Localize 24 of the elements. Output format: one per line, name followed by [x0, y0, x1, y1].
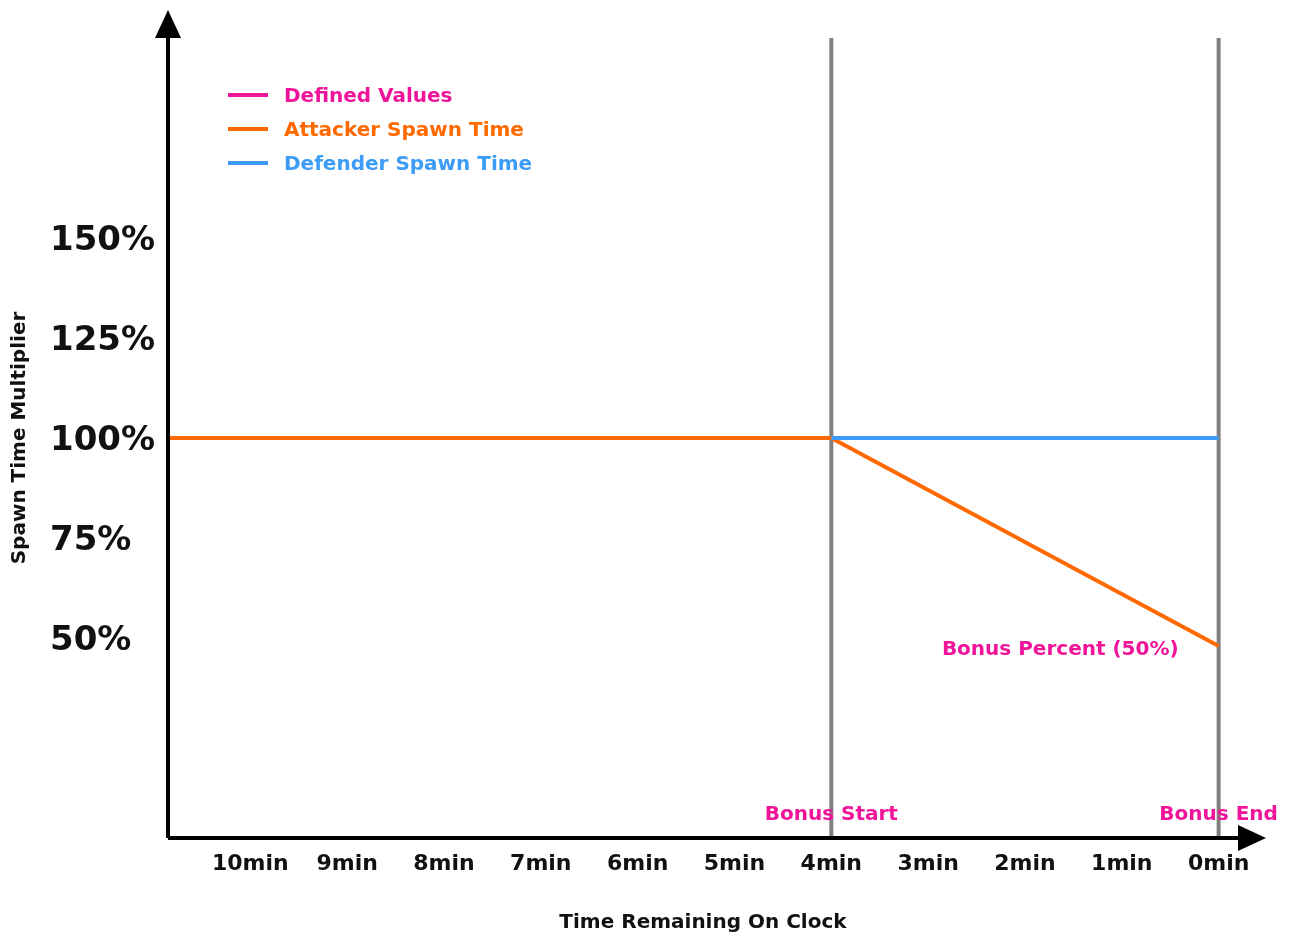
legend-label: Defender Spawn Time: [284, 151, 533, 175]
ref-line-label: Bonus Start: [764, 801, 899, 825]
y-tick-label: 50%: [50, 618, 132, 659]
y-tick-label: 125%: [50, 318, 156, 359]
legend-label: Defined Values: [284, 83, 453, 107]
x-tick-label: 5min: [703, 849, 766, 875]
x-tick-label: 6min: [606, 849, 669, 875]
x-tick-label: 1min: [1091, 849, 1153, 875]
legend-label: Attacker Spawn Time: [284, 117, 524, 141]
y-tick-label: 100%: [50, 418, 156, 459]
x-tick-label: 4min: [800, 849, 863, 875]
x-tick-label: 2min: [994, 849, 1056, 875]
y-axis-title: Spawn Time Multiplier: [6, 311, 31, 565]
x-tick-label: 10min: [211, 849, 289, 875]
x-tick-label: 0min: [1187, 849, 1250, 875]
x-tick-label: 3min: [897, 849, 959, 875]
ref-line-label: Bonus End: [1159, 801, 1278, 825]
x-axis-title: Time Remaining On Clock: [559, 909, 848, 933]
y-tick-label: 75%: [50, 518, 132, 559]
x-tick-label: 7min: [510, 849, 572, 875]
y-tick-label: 150%: [50, 218, 156, 259]
x-tick-label: 8min: [413, 849, 475, 875]
x-tick-label: 9min: [316, 849, 378, 875]
annotation: Bonus Percent (50%): [941, 636, 1179, 661]
